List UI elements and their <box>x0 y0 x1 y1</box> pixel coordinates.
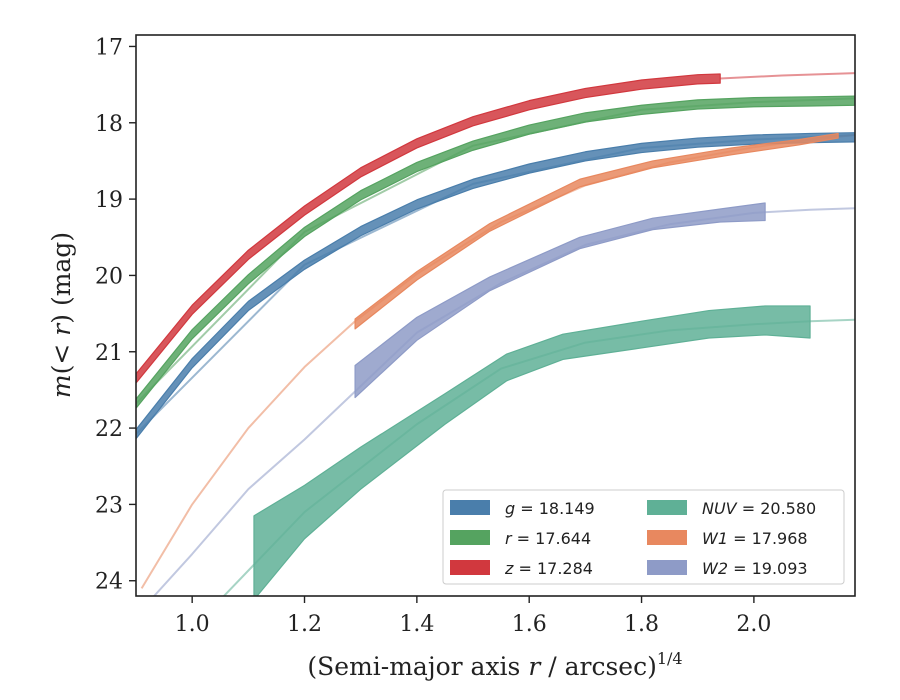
band-nuv <box>253 305 811 596</box>
legend-label-w1-value: = 17.968 <box>728 529 808 548</box>
y-axis: 17 18 19 20 21 22 23 24 <box>95 35 136 595</box>
band-w1 <box>354 132 839 330</box>
legend-frame <box>442 489 845 585</box>
legend-label-w1-var: W1 <box>702 529 728 548</box>
x-axis-title: (Semi-major axis r / arcsec)1/4 <box>307 649 682 681</box>
legend-label-r-var: r <box>505 529 513 548</box>
x-tick-label: 1.4 <box>399 612 434 637</box>
band-g <box>136 132 855 440</box>
band-w2 <box>354 202 766 399</box>
legend-swatch-g <box>450 500 490 515</box>
legend-swatch-nuv <box>647 500 687 515</box>
legend-entry-w2: W2 = 19.093 <box>647 559 808 578</box>
legend-swatch-z <box>450 560 490 575</box>
y-tick-label: 21 <box>95 341 123 366</box>
x-tick-label: 1.8 <box>624 612 659 637</box>
legend-swatch-w1 <box>647 530 687 545</box>
model-curve-z <box>720 72 855 80</box>
y-tick-label: 22 <box>95 417 123 442</box>
x-tick-label: 1.2 <box>287 612 322 637</box>
svg-text:r = 17.644: r = 17.644 <box>505 529 591 548</box>
y-tick-label: 23 <box>95 493 123 518</box>
y-tick-label: 19 <box>95 188 123 213</box>
svg-text:g = 18.149: g = 18.149 <box>505 499 595 518</box>
svg-text:z = 17.284: z = 17.284 <box>504 559 593 578</box>
legend-label-z-var: z <box>504 559 514 578</box>
legend-swatch-r <box>450 530 490 545</box>
legend-entry-g: g = 18.149 <box>450 499 595 518</box>
band-z <box>136 73 721 384</box>
y-tick-label: 24 <box>95 570 123 595</box>
legend-label-g-var: g <box>505 499 515 518</box>
svg-text:W2 = 19.093: W2 = 19.093 <box>702 559 808 578</box>
y-axis-title: m(< r) (mag) <box>47 232 76 398</box>
legend-label-w2-var: W2 <box>702 559 728 578</box>
x-axis: 1.0 1.2 1.4 1.6 1.8 2.0 <box>175 596 771 637</box>
plot-frame <box>135 34 856 597</box>
legend-label-g-value: = 18.149 <box>515 499 595 518</box>
x-tick-label: 1.0 <box>175 612 210 637</box>
legend-label-w2-value: = 19.093 <box>728 559 808 578</box>
legend-entry-nuv: NUV = 20.580 <box>647 499 816 518</box>
legend-label-nuv-value: = 20.580 <box>737 499 817 518</box>
legend-entry-r: r = 17.644 <box>450 529 591 548</box>
legend-label-nuv-var: NUV <box>702 499 738 518</box>
band-r <box>136 95 855 409</box>
y-tick-label: 20 <box>95 264 123 289</box>
svg-text:NUV = 20.580: NUV = 20.580 <box>702 499 816 518</box>
legend-label-r-value: = 17.644 <box>512 529 592 548</box>
legend-entry-w1: W1 = 17.968 <box>647 529 808 548</box>
legend-swatch-w2 <box>647 560 687 575</box>
y-tick-label: 18 <box>95 112 123 137</box>
x-tick-label: 1.6 <box>512 612 547 637</box>
y-tick-label: 17 <box>95 35 123 60</box>
plot-area <box>136 72 855 596</box>
x-tick-label: 2.0 <box>736 612 771 637</box>
legend-entry-z: z = 17.284 <box>450 559 593 578</box>
svg-text:W1 = 17.968: W1 = 17.968 <box>702 529 808 548</box>
legend: g = 18.149 r = 17.644 z = 17.284 NUV = 2… <box>442 489 845 585</box>
legend-label-z-value: = 17.284 <box>513 559 593 578</box>
